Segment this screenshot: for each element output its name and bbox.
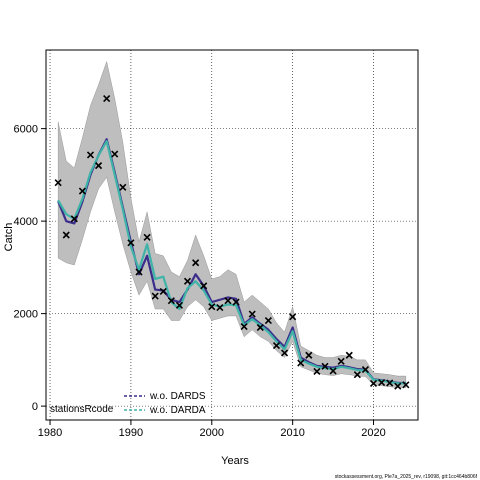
observed-point [345, 351, 353, 359]
observed-point [119, 183, 127, 191]
legend-label-dards: w.o. DARDS [149, 391, 206, 402]
observed-point [361, 366, 370, 374]
observed-point [86, 151, 95, 159]
observed-point [127, 239, 135, 247]
observed-point [183, 277, 192, 285]
observed-point [272, 341, 281, 350]
plot-frame [45, 49, 419, 421]
x-tick-label: 2000 [200, 427, 224, 439]
x-tick-label: 1980 [38, 427, 62, 439]
observed-point [224, 297, 232, 305]
legend: stationsRcode w.o. DARDS w.o. DARDA [50, 391, 206, 416]
observed-point [216, 304, 224, 312]
observed-point [103, 94, 111, 103]
observed-point [402, 381, 410, 389]
observed-point [240, 323, 248, 331]
observed-point [62, 231, 70, 239]
observed-point [111, 150, 119, 158]
observed-point [167, 297, 175, 305]
observed-point [54, 179, 62, 187]
y-tick-label: 0 [32, 401, 38, 413]
x-tick-label: 1990 [119, 427, 143, 439]
observed-point [78, 187, 86, 195]
observed-point [256, 323, 264, 332]
observed-point [151, 292, 159, 300]
observed-point [248, 310, 256, 318]
series-layer [57, 138, 406, 385]
y-tick-label: 4000 [14, 216, 38, 228]
observed-point [297, 359, 305, 367]
observed-point [280, 349, 289, 357]
x-tick-label: 2020 [361, 427, 385, 439]
observed-point [321, 362, 329, 370]
observed-point [313, 367, 321, 376]
observed-point [369, 379, 378, 388]
axes-layer: 1980 1990 2000 2010 2020 0 2000 4000 6000 [14, 124, 386, 439]
observed-point [289, 313, 297, 321]
observed-point [208, 303, 216, 311]
legend-title: stationsRcode [50, 404, 114, 415]
observed-point [200, 282, 208, 290]
series-line-darda [57, 140, 406, 385]
observed-point [175, 301, 184, 309]
observed-point [159, 287, 167, 295]
observed-point [329, 367, 337, 375]
y-tick-label: 2000 [14, 309, 38, 321]
observed-point [264, 316, 272, 325]
legend-label-darda: w.o. DARDA [149, 405, 206, 416]
y-axis-title: Catch [3, 223, 15, 252]
x-axis-title: Years [221, 455, 249, 467]
observed-point [305, 351, 313, 359]
observed-point [353, 371, 361, 379]
observed-point [386, 379, 394, 387]
observed-point [135, 268, 143, 276]
observed-point [394, 382, 402, 390]
observed-point [232, 298, 240, 306]
observed-point [192, 259, 200, 267]
footnote: stockassessment.org, Ple7a_2025_rev, r19… [335, 474, 478, 480]
observed-point [378, 378, 386, 387]
x-tick-label: 2010 [280, 427, 304, 439]
observed-point [337, 357, 345, 365]
observed-point [70, 215, 78, 223]
observed-point [94, 162, 103, 170]
y-tick-label: 6000 [14, 124, 38, 136]
observed-point [143, 233, 151, 241]
observed-points-layer [54, 94, 410, 390]
